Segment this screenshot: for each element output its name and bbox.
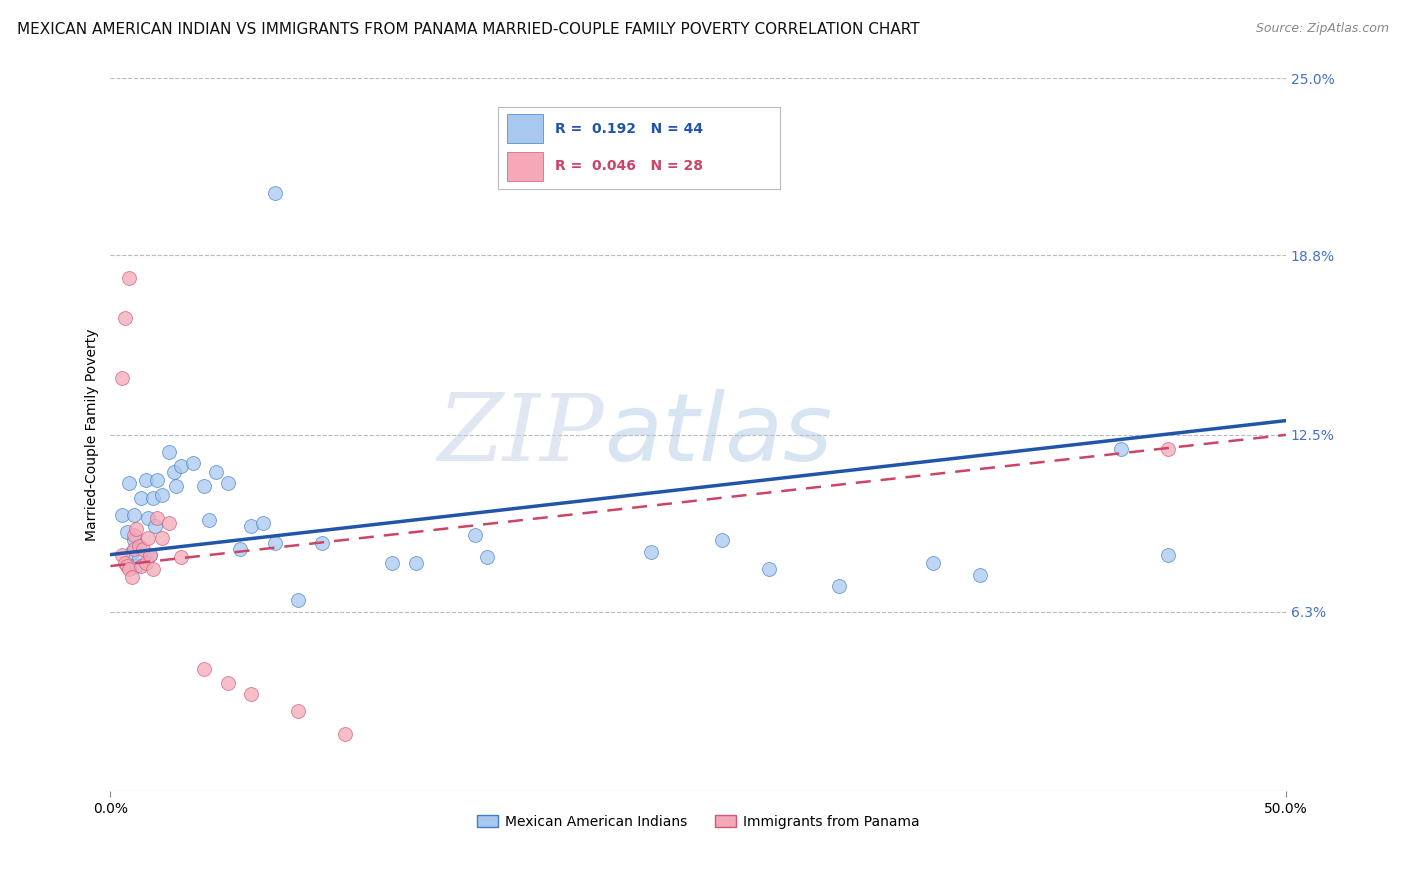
Point [198, 513, 221, 527]
Text: MEXICAN AMERICAN INDIAN VS IMMIGRANTS FROM PANAMA MARRIED-COUPLE FAMILY POVERTY : MEXICAN AMERICAN INDIAN VS IMMIGRANTS FR… [17, 22, 920, 37]
Point [640, 545, 662, 559]
Point [464, 527, 486, 541]
Point [139, 548, 162, 562]
Point [125, 559, 148, 574]
Point [1109, 442, 1132, 457]
Point [150, 531, 173, 545]
Point [114, 310, 136, 325]
Point [121, 545, 143, 559]
Point [118, 271, 141, 285]
Point [135, 474, 157, 488]
Point [129, 559, 152, 574]
Point [118, 562, 141, 576]
Point [475, 550, 498, 565]
Point [121, 570, 143, 584]
Legend: Mexican American Indians, Immigrants from Panama: Mexican American Indians, Immigrants fro… [471, 809, 925, 834]
Point [193, 662, 215, 676]
Point [181, 456, 204, 470]
Text: atlas: atlas [605, 390, 832, 481]
Point [828, 579, 851, 593]
Text: Source: ZipAtlas.com: Source: ZipAtlas.com [1256, 22, 1389, 36]
Point [205, 465, 228, 479]
Point [922, 556, 945, 570]
Point [193, 479, 215, 493]
Point [142, 491, 165, 505]
Point [163, 465, 186, 479]
Point [264, 536, 287, 550]
Point [240, 687, 263, 701]
Point [1157, 548, 1180, 562]
Point [122, 527, 145, 541]
Point [758, 562, 780, 576]
Point [146, 474, 169, 488]
Point [969, 567, 991, 582]
Point [240, 519, 263, 533]
Point [142, 562, 165, 576]
Point [111, 508, 134, 522]
Point [111, 371, 134, 385]
Point [287, 593, 309, 607]
Point [150, 488, 173, 502]
Point [157, 445, 180, 459]
Point [122, 533, 145, 548]
Point [264, 186, 287, 200]
Point [122, 508, 145, 522]
Point [136, 510, 159, 524]
Point [1157, 442, 1180, 457]
Point [115, 524, 138, 539]
Point [118, 476, 141, 491]
Point [165, 479, 187, 493]
Point [143, 519, 166, 533]
Point [136, 531, 159, 545]
Point [228, 541, 250, 556]
Point [335, 727, 357, 741]
Point [125, 522, 148, 536]
Point [111, 548, 134, 562]
Point [135, 556, 157, 570]
Point [170, 459, 193, 474]
Point [710, 533, 733, 548]
Point [132, 541, 155, 556]
Point [405, 556, 427, 570]
Point [381, 556, 404, 570]
Point [170, 550, 193, 565]
Point [139, 548, 162, 562]
Point [287, 705, 309, 719]
Point [217, 676, 239, 690]
Point [115, 559, 138, 574]
Point [311, 536, 333, 550]
Y-axis label: Married-Couple Family Poverty: Married-Couple Family Poverty [86, 328, 100, 541]
Point [217, 476, 239, 491]
Point [114, 556, 136, 570]
Text: ZIP: ZIP [437, 390, 605, 480]
Point [122, 541, 145, 556]
Point [128, 539, 150, 553]
Point [252, 516, 274, 531]
Point [128, 550, 150, 565]
Point [129, 491, 152, 505]
Point [157, 516, 180, 531]
Point [146, 510, 169, 524]
